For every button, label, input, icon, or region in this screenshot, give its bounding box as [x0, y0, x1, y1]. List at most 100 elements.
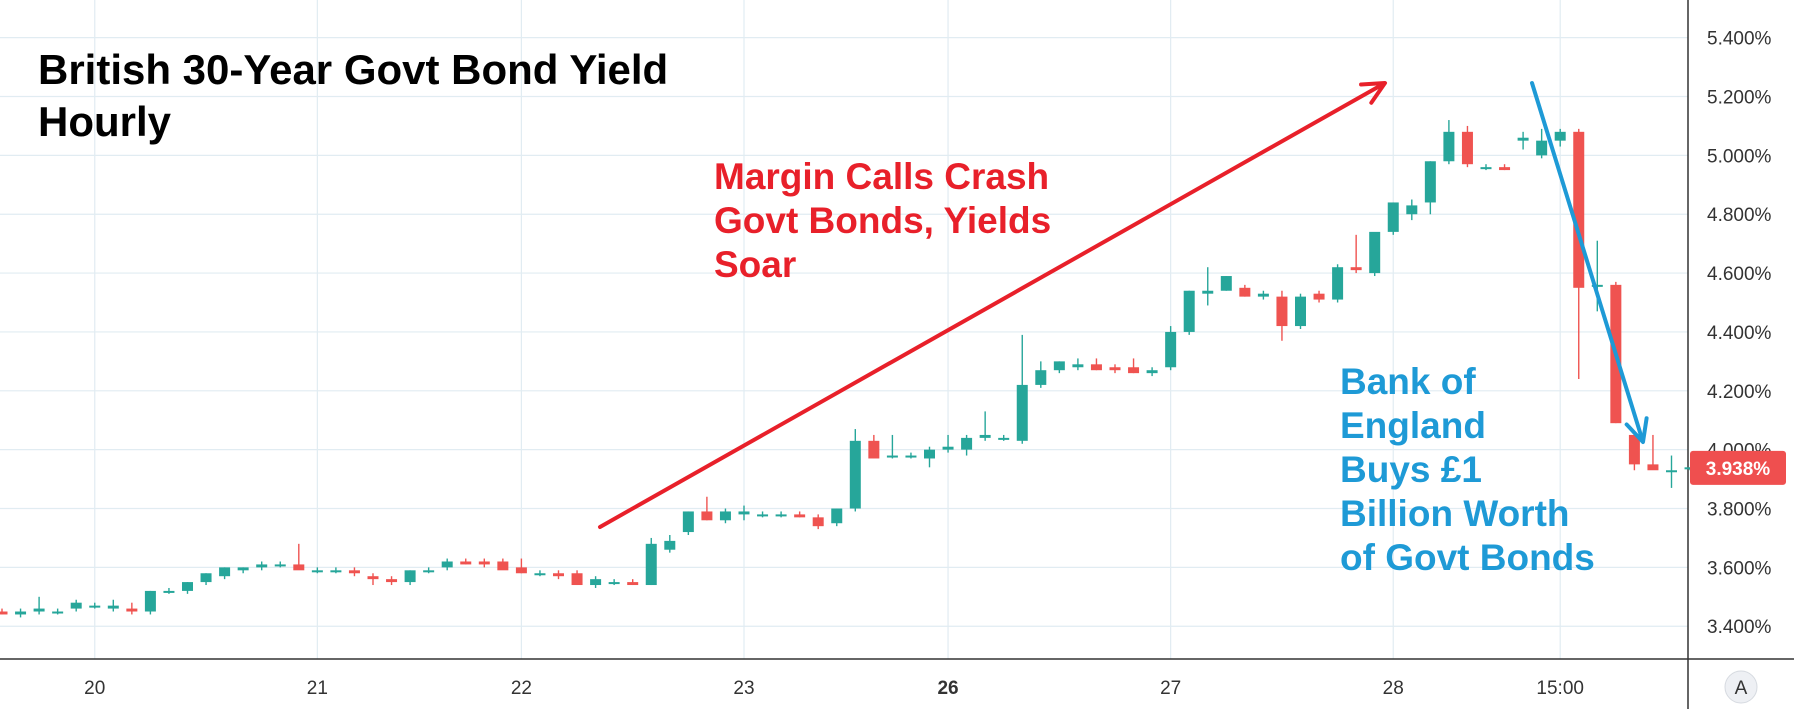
candle [849, 429, 861, 512]
candle [274, 561, 286, 568]
candle [497, 558, 509, 571]
candle-body [33, 608, 45, 612]
candle [200, 573, 212, 586]
x-tick-label: 27 [1160, 678, 1181, 699]
candle [163, 587, 175, 594]
candle [107, 599, 119, 612]
candle [1276, 290, 1288, 341]
candle [1350, 234, 1362, 274]
candle [1573, 128, 1585, 380]
candle-body [886, 455, 898, 458]
candle [701, 496, 713, 521]
candle-body [1053, 361, 1065, 371]
annotation-boe: Bank of England Buys £1 Billion Worth of… [1340, 360, 1595, 580]
candle-body [1443, 131, 1455, 162]
candle-body [1128, 367, 1140, 374]
candle [293, 543, 305, 571]
candle [1480, 164, 1492, 171]
candle-body [1499, 167, 1511, 171]
candle [126, 602, 138, 615]
candle-body [775, 514, 787, 517]
chart-title-line: British 30-Year Govt Bond Yield [38, 46, 669, 93]
candle-body [1072, 364, 1084, 368]
candle [1332, 264, 1344, 303]
auto-scale-label: A [1735, 678, 1748, 699]
candle [1517, 131, 1529, 150]
x-tick-label: 22 [511, 678, 532, 699]
candle [1146, 367, 1158, 377]
candle-body [1666, 470, 1677, 473]
chart-subtitle-line: Hourly [38, 98, 172, 145]
candle-body [89, 605, 101, 608]
candle [645, 537, 657, 586]
candle [1090, 358, 1102, 371]
candle-body [1276, 296, 1288, 327]
candle-body [0, 611, 8, 615]
candle [608, 579, 620, 586]
arrow-shaft [1530, 81, 1644, 441]
candle [460, 558, 472, 565]
chart-title: British 30-Year Govt Bond Yield Hourly [38, 44, 668, 148]
y-tick-label: 4.600% [1707, 264, 1772, 285]
candle-body [1591, 284, 1603, 287]
candle-body [1332, 267, 1344, 300]
y-tick-label: 4.400% [1707, 323, 1772, 344]
y-tick-label: 5.000% [1707, 146, 1772, 167]
x-tick-label: 20 [84, 678, 105, 699]
arrow-shaft [598, 82, 1384, 529]
y-tick-label: 4.800% [1707, 205, 1772, 226]
candle-body [144, 590, 156, 612]
candle [33, 596, 45, 615]
candle-body [1035, 370, 1047, 385]
candle [775, 511, 787, 518]
last-price-badge [1690, 450, 1786, 485]
candle [478, 558, 490, 568]
candle [423, 567, 435, 574]
candle-body [1090, 364, 1102, 371]
candle-body [1554, 131, 1566, 141]
candle-body [460, 561, 472, 565]
candle-body [794, 514, 806, 518]
candle [1128, 358, 1140, 374]
candle-body [348, 570, 360, 574]
annotation-line: Buys £1 [1340, 449, 1482, 490]
candle-body [1109, 367, 1121, 371]
y-tick-label: 3.800% [1707, 500, 1772, 521]
candle [961, 434, 973, 456]
candle [1628, 432, 1640, 471]
candle [627, 579, 639, 586]
annotation-arrows [598, 81, 1649, 529]
candle [1536, 128, 1548, 159]
candle-body [274, 564, 286, 567]
candle-body [924, 449, 935, 459]
candle [534, 570, 546, 577]
candle [682, 511, 694, 535]
candle [404, 570, 416, 586]
candle-body [1183, 290, 1195, 332]
candle-body [664, 540, 676, 550]
y-tick-label: 5.200% [1707, 88, 1772, 109]
candle-body [553, 573, 564, 577]
x-tick-label: 15:00 [1536, 678, 1584, 699]
candle-body [200, 573, 212, 583]
candle-body [905, 455, 917, 458]
candle-body [515, 567, 527, 574]
y-tick-label: 3.600% [1707, 558, 1772, 579]
candle [1666, 455, 1677, 488]
candle-body [107, 605, 119, 609]
candle [942, 434, 954, 453]
candle [1647, 434, 1659, 471]
annotation-line: Billion Worth [1340, 493, 1570, 534]
candle [1257, 290, 1269, 300]
candle-body [1165, 331, 1177, 368]
candle-body [534, 573, 546, 576]
candle [1499, 164, 1511, 171]
candle-body [1016, 384, 1028, 441]
candle-body [1239, 287, 1251, 297]
candle-body [311, 570, 323, 573]
arrow-down-blue [1530, 81, 1649, 444]
candle-body [1628, 434, 1640, 465]
candle [1295, 293, 1306, 329]
annotation-line: England [1340, 405, 1486, 446]
